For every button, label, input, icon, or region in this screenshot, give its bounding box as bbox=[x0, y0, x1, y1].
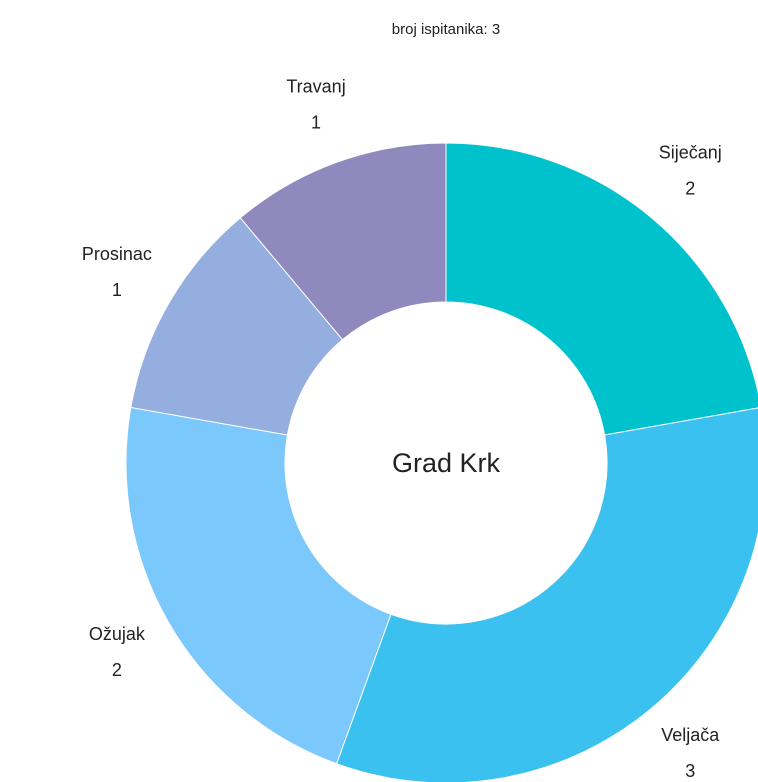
slice bbox=[239, 142, 447, 341]
slice-label: Siječanj bbox=[659, 143, 722, 163]
slice bbox=[125, 406, 392, 765]
slice-label: Ožujak bbox=[89, 624, 146, 644]
slices bbox=[125, 142, 758, 782]
slice-value: 2 bbox=[112, 660, 122, 680]
chart-subtitle: broj ispitanika: 3 bbox=[392, 21, 500, 38]
slice-label: Prosinac bbox=[82, 244, 152, 264]
slice bbox=[335, 407, 758, 782]
slice-value: 2 bbox=[685, 179, 695, 199]
slice-label: Veljača bbox=[661, 725, 720, 745]
slice bbox=[445, 142, 758, 436]
center-label: Grad Krk bbox=[392, 448, 501, 478]
slice-label: Travanj bbox=[286, 77, 345, 97]
slice-value: 3 bbox=[685, 761, 695, 781]
slice-value: 1 bbox=[311, 113, 321, 133]
slice-value: 1 bbox=[112, 280, 122, 300]
